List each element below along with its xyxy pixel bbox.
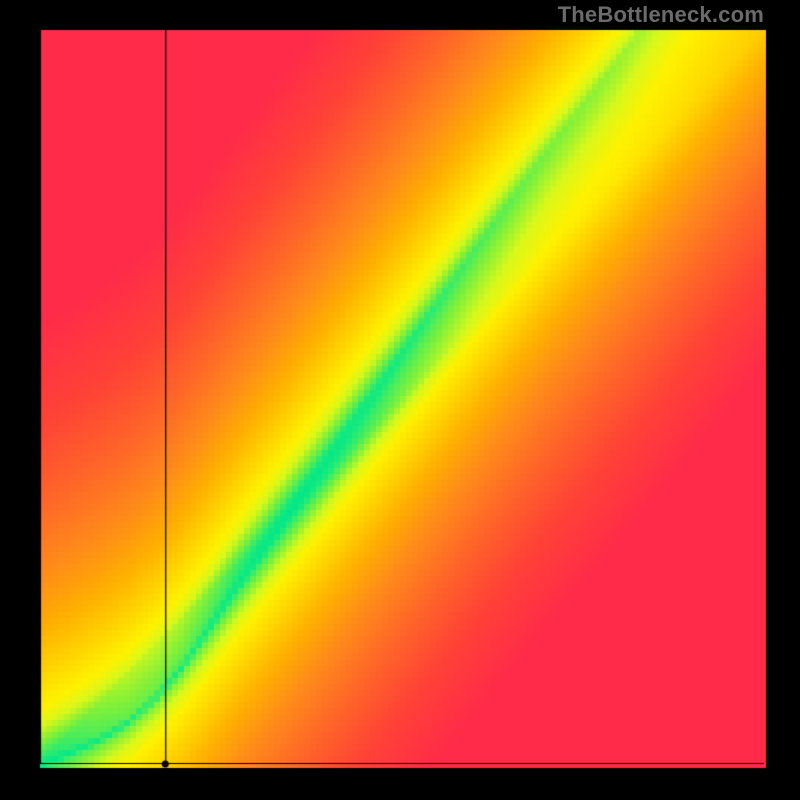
watermark-text: TheBottleneck.com — [558, 2, 764, 28]
chart-container: TheBottleneck.com — [0, 0, 800, 800]
bottleneck-heatmap — [0, 0, 800, 800]
